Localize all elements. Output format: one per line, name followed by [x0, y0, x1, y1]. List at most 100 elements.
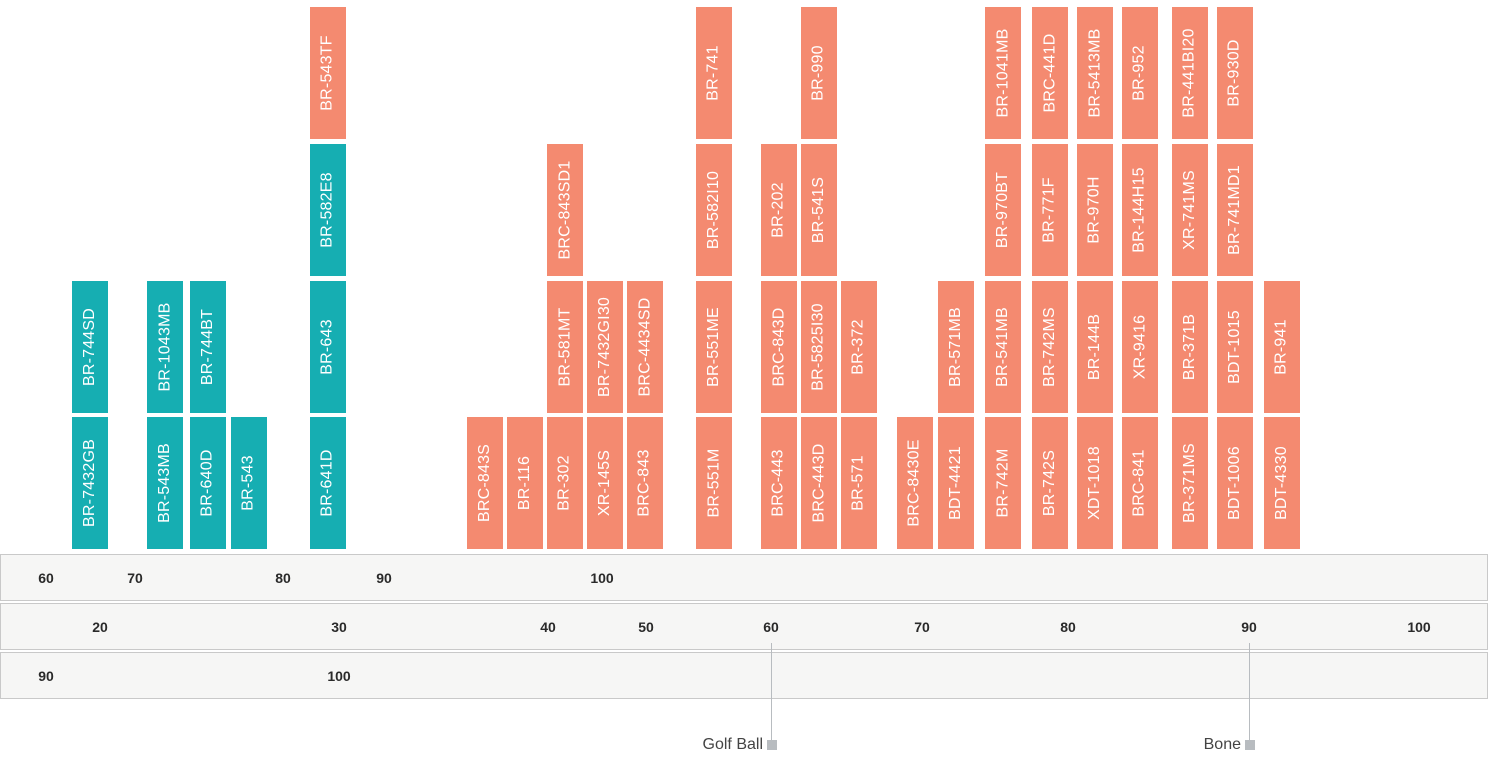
scale-row: [0, 603, 1488, 650]
product-tile: BR-302: [547, 417, 583, 549]
product-label: BDT-4330: [1273, 446, 1291, 520]
product-tile: BRC-843D: [761, 281, 797, 413]
product-label: BR-744BT: [199, 308, 217, 386]
marker-square-icon: [1245, 740, 1255, 750]
product-tile: BR-541MB: [985, 281, 1021, 413]
product-label: BR-541S: [810, 176, 828, 244]
product-label: BR-202: [770, 182, 788, 238]
product-label: BDT-4421: [947, 446, 965, 520]
marker-square-icon: [767, 740, 777, 750]
product-label: BR-742M: [994, 448, 1012, 518]
product-label: BRC-843D: [770, 307, 787, 387]
tick-label: 60: [763, 619, 779, 635]
product-tile: BR-744SD: [72, 281, 108, 413]
product-label: BRC-841: [1131, 449, 1148, 517]
product-label: XR-145S: [596, 449, 614, 517]
product-label: BR-571MB: [947, 307, 965, 387]
product-label: BDT-1006: [1226, 446, 1244, 520]
product-tile: BRC-843SD1: [547, 144, 583, 276]
scale-row: [0, 652, 1488, 699]
product-tile: BR-744BT: [190, 281, 226, 413]
marker-label: Golf Ball: [702, 736, 763, 753]
product-tile: BDT-1015: [1217, 281, 1253, 413]
tick-label: 40: [540, 619, 556, 635]
product-label: BR-543MB: [156, 443, 174, 523]
product-label: XR-741MS: [1181, 170, 1199, 250]
tick-label: 70: [127, 570, 143, 586]
product-tile: BR-7432GB: [72, 417, 108, 549]
product-label: BR-372: [850, 319, 868, 375]
product-label: BR-144H15: [1131, 167, 1148, 253]
product-tile: BR-371B: [1172, 281, 1208, 413]
product-label: BR-582I10: [705, 170, 723, 250]
product-tile: XR-145S: [587, 417, 623, 549]
product-tile: BR-742S: [1032, 417, 1068, 549]
scale-row: [0, 554, 1488, 601]
product-tile: BR-372: [841, 281, 877, 413]
product-tile: BR-581MT: [547, 281, 583, 413]
product-label: BR-581MT: [556, 307, 574, 387]
product-label: BRC-8430E: [906, 439, 923, 527]
tick-label: 90: [38, 668, 54, 684]
product-label: BRC-843SD1: [556, 160, 573, 260]
product-label: BRC-843: [636, 449, 653, 517]
tick-label: 80: [275, 570, 291, 586]
product-tile: BR-970BT: [985, 144, 1021, 276]
product-tile: BR-144H15: [1122, 144, 1158, 276]
product-tile: BR-742M: [985, 417, 1021, 549]
product-tile: BR-571: [841, 417, 877, 549]
product-label: BR-970H: [1086, 176, 1103, 244]
product-label: BR-742S: [1041, 449, 1059, 517]
product-tile: BDT-1006: [1217, 417, 1253, 549]
product-tile: BRC-4434SD: [627, 281, 663, 413]
product-label: BR-1041MB: [994, 28, 1012, 118]
product-tile: BRC-843S: [467, 417, 503, 549]
product-tile: BR-582I10: [696, 144, 732, 276]
product-label: BR-941: [1273, 319, 1291, 375]
product-label: BR-441BI20: [1181, 28, 1199, 118]
product-label: BR-7432GB: [81, 438, 99, 528]
product-tile: BR-571MB: [938, 281, 974, 413]
product-tile: BRC-843: [627, 417, 663, 549]
product-tile: XR-9416: [1122, 281, 1158, 413]
tick-label: 100: [590, 570, 614, 586]
product-label: BR-571: [850, 455, 868, 511]
product-tile: BR-970H: [1077, 144, 1113, 276]
product-tile: BR-741: [696, 7, 732, 139]
product-label: XR-9416: [1131, 314, 1148, 380]
product-label: BR-5825I30: [810, 303, 828, 391]
product-label: BR-742MS: [1041, 307, 1059, 387]
tick-label: 30: [331, 619, 347, 635]
product-tile: BR-941: [1264, 281, 1300, 413]
product-label: BR-741MD1: [1226, 165, 1243, 255]
product-tile: BR-643: [310, 281, 346, 413]
product-label: BR-551M: [705, 448, 723, 518]
tick-label: 20: [92, 619, 108, 635]
product-tile: BR-5825I30: [801, 281, 837, 413]
product-tile: BR-7432GI30: [587, 281, 623, 413]
marker-line: [1249, 643, 1250, 740]
marker-label: Bone: [1203, 736, 1241, 753]
tick-label: 100: [327, 668, 351, 684]
product-tile: XDT-1018: [1077, 417, 1113, 549]
marker-line: [771, 643, 772, 740]
product-label: BR-302: [556, 455, 574, 511]
tick-label: 70: [914, 619, 930, 635]
product-tile: BR-543: [231, 417, 267, 549]
product-label: BRC-443D: [810, 443, 827, 523]
product-tile: BR-1043MB: [147, 281, 183, 413]
product-tile: BR-541S: [801, 144, 837, 276]
product-label: BR-930D: [1226, 39, 1243, 107]
product-tile: BR-202: [761, 144, 797, 276]
product-label: BR-144B: [1086, 313, 1104, 381]
tick-label: 100: [1407, 619, 1431, 635]
product-label: BR-551ME: [705, 307, 723, 387]
product-label: BR-116: [516, 455, 534, 511]
product-label: BDT-1015: [1226, 310, 1244, 384]
product-tile: BDT-4421: [938, 417, 974, 549]
product-label: BR-970BT: [994, 171, 1012, 249]
product-tile: BRC-841: [1122, 417, 1158, 549]
product-tile: BR-1041MB: [985, 7, 1021, 139]
product-label: BRC-4434SD: [636, 297, 653, 397]
product-tile: BR-116: [507, 417, 543, 549]
